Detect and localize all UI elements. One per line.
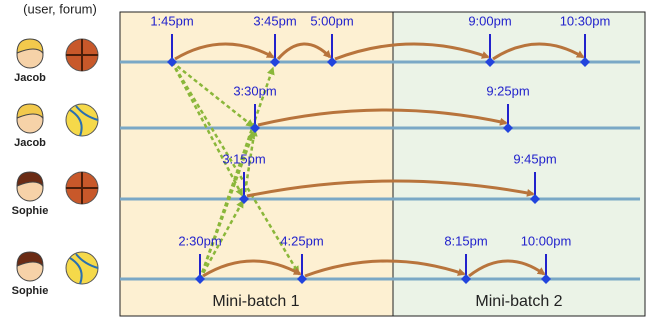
event-time: 1:45pm xyxy=(150,13,193,28)
event-time: 9:00pm xyxy=(468,13,511,28)
event-time: 3:30pm xyxy=(233,83,276,98)
event-time: 8:15pm xyxy=(444,233,487,248)
batch-label: Mini-batch 1 xyxy=(212,293,299,310)
user-name: Sophie xyxy=(12,205,49,217)
event-time: 2:30pm xyxy=(178,233,221,248)
user-name: Jacob xyxy=(14,137,46,149)
event-time: 3:15pm xyxy=(222,151,265,166)
event-time: 10:30pm xyxy=(560,13,611,28)
diagram: (user, forum) Mini-batch 1 Mini-batch 2 … xyxy=(0,0,651,325)
event-time: 3:45pm xyxy=(253,13,296,28)
event-time: 10:00pm xyxy=(521,233,572,248)
event-time: 9:25pm xyxy=(486,83,529,98)
user-name: Sophie xyxy=(12,285,49,297)
user-name: Jacob xyxy=(14,72,46,84)
event-time: 9:45pm xyxy=(513,151,556,166)
event-time: 5:00pm xyxy=(310,13,353,28)
header: (user, forum) xyxy=(23,1,97,16)
event-time: 4:25pm xyxy=(280,233,323,248)
batch-label: Mini-batch 2 xyxy=(475,293,562,310)
